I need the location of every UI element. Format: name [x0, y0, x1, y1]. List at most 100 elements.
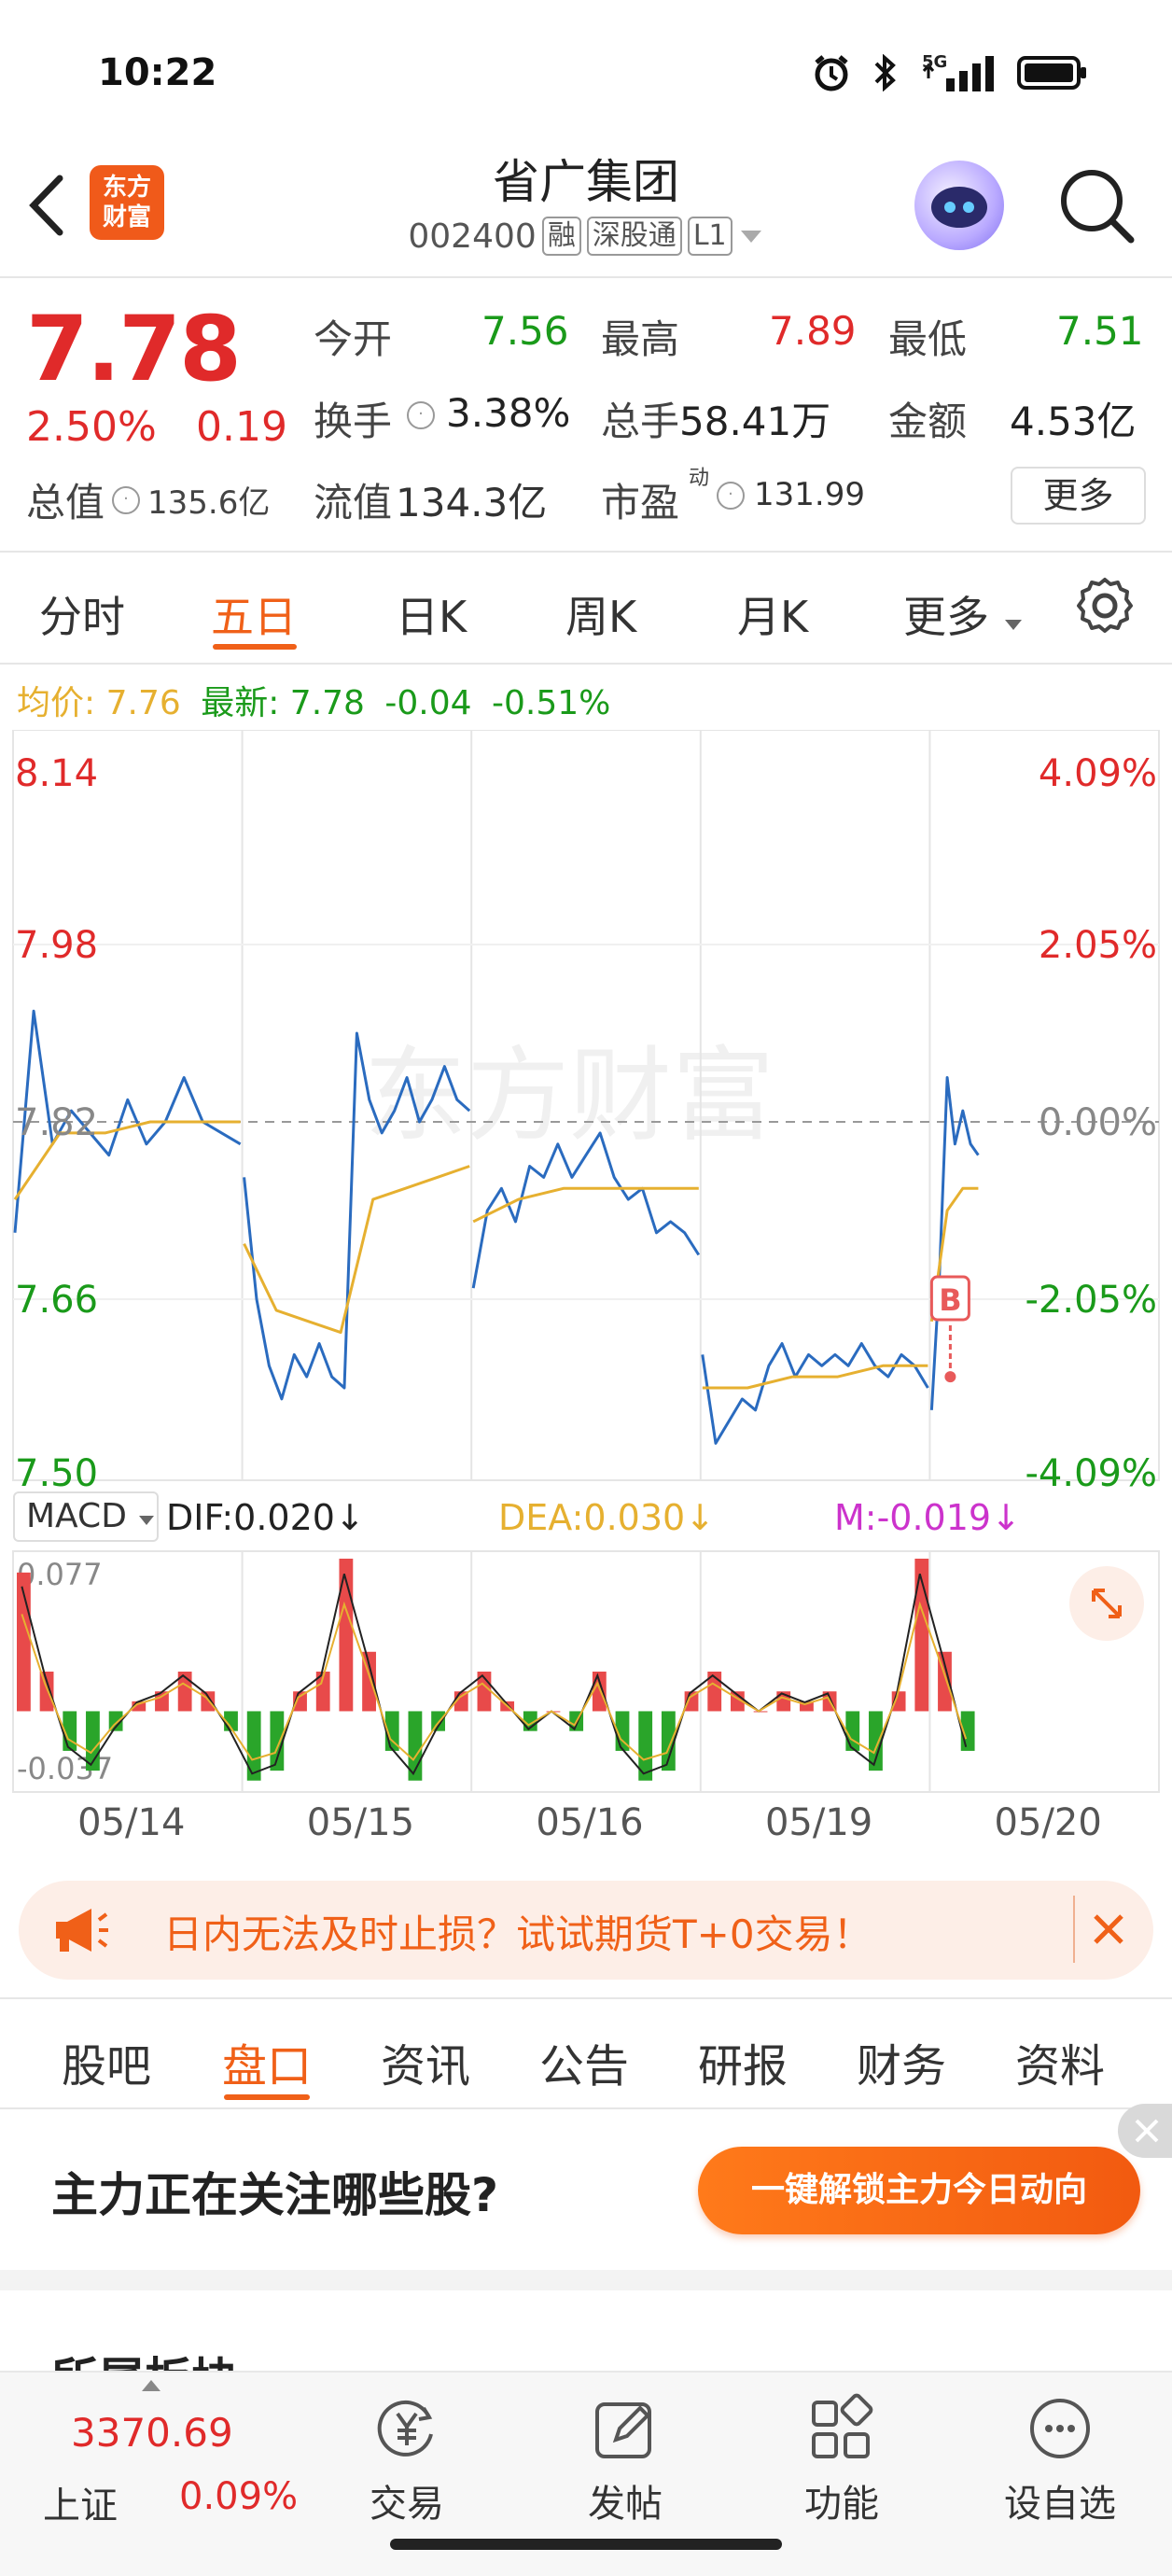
back-button[interactable]: [19, 163, 75, 247]
nav-post[interactable]: 发帖: [541, 2391, 709, 2550]
ad-cta-button[interactable]: 一键解锁主力今日动向: [698, 2147, 1140, 2234]
info-icon[interactable]: ·: [717, 482, 745, 510]
tab-forum[interactable]: 股吧: [62, 2040, 152, 2093]
y-tick-right: -4.09%: [1025, 1452, 1157, 1495]
tab-financials[interactable]: 财务: [857, 2040, 947, 2093]
amount-value: 4.53亿: [1010, 399, 1137, 444]
ad-title: 主力正在关注哪些股?: [51, 2168, 499, 2222]
macd-y-top: 0.077: [17, 1557, 103, 1592]
index-pct[interactable]: 0.09%: [179, 2475, 299, 2518]
ad-card[interactable]: 主力正在关注哪些股? 一键解锁主力今日动向: [0, 2111, 1172, 2270]
tab-intraday[interactable]: 分时: [39, 592, 125, 642]
post-icon: [595, 2402, 651, 2458]
pct-change: 2.50%: [26, 403, 157, 451]
open-value: 7.56: [481, 308, 569, 354]
five-day-chart[interactable]: 东方财富 8.14 4.09% 7.98 2.05% 7.82 0.00% 7.66 -2.0…: [0, 730, 1172, 1869]
macd-bar: [270, 1711, 285, 1771]
brand-logo[interactable]: 东方 财富: [90, 165, 164, 240]
tab-news[interactable]: 资讯: [381, 2040, 471, 2093]
section-gap: [0, 2270, 1172, 2290]
open-label: 今开: [314, 316, 393, 362]
chart-tabs: 分时 五日 日K 周K 月K 更多: [0, 551, 1172, 663]
sub-tabs: 股吧 盘口 资讯 公告 研报 财务 资料: [0, 2005, 1172, 2107]
tab-monthly-k[interactable]: 月K: [737, 592, 809, 642]
pe-value: 131.99: [754, 476, 865, 513]
x-tick-label: 05/20: [995, 1801, 1102, 1844]
series-line: [243, 1165, 470, 1335]
marker-dot: [944, 1371, 956, 1383]
promo-banner[interactable]: 日内无法及时止损？试试期货T+0交易！: [19, 1881, 1153, 1980]
megaphone-icon: [56, 1909, 108, 1952]
tab-weekly-k[interactable]: 周K: [565, 592, 637, 642]
dea-label: DEA:0.030: [498, 1497, 686, 1538]
macd-bar: [201, 1691, 216, 1712]
nav-post-label: 发帖: [588, 2483, 663, 2526]
macd-bar: [39, 1672, 54, 1712]
y-tick-left: 7.98: [15, 924, 98, 967]
promo-close-button[interactable]: [1073, 1896, 1138, 1963]
tab-five-day[interactable]: 五日: [211, 592, 297, 642]
price-change: 0.19: [196, 403, 287, 451]
caret-down-icon: [1004, 620, 1022, 630]
dif-line: [21, 1574, 968, 1776]
market-cap: 总值 · 135.6亿: [26, 471, 270, 528]
y-tick-right: 0.00%: [1039, 1101, 1157, 1144]
series-line: [929, 1076, 980, 1410]
nav-apps[interactable]: 功能: [758, 2391, 926, 2550]
tab-announcements[interactable]: 公告: [539, 2040, 630, 2093]
ad-close-button[interactable]: [1118, 2104, 1172, 2158]
expand-chart-button[interactable]: [1069, 1566, 1144, 1641]
y-tick-left: 7.50: [15, 1452, 98, 1495]
marker-box: [929, 1275, 970, 1322]
promo-text: 日内无法及时止损？试试期货T+0交易！: [163, 1911, 872, 1957]
status-time: 10:22: [98, 51, 217, 94]
volume-value: 58.41万: [679, 399, 831, 444]
series-line: [929, 1186, 979, 1323]
float-value: 134.3亿: [396, 480, 548, 525]
pe-superscript: 动: [689, 467, 710, 490]
signal-icon: 5G: [918, 52, 1002, 91]
tab-research[interactable]: 研报: [698, 2040, 788, 2093]
search-button[interactable]: [1054, 163, 1138, 247]
close-icon: [1135, 2119, 1159, 2143]
macd-bar: [661, 1711, 676, 1771]
pe-label: 市盈: [601, 480, 680, 525]
tab-daily-k[interactable]: 日K: [396, 592, 467, 642]
search-icon: [1061, 170, 1135, 244]
y-tick-left: 7.66: [15, 1279, 98, 1322]
macd-bar: [800, 1701, 814, 1712]
chart-settings-button[interactable]: [1071, 572, 1138, 639]
nav-watchlist[interactable]: 设自选: [976, 2391, 1144, 2550]
dif-label: DIF:0.020: [166, 1497, 335, 1538]
turnover-label: 换手: [314, 399, 393, 444]
low-value: 7.51: [1056, 308, 1144, 354]
bluetooth-icon: [870, 54, 901, 91]
stock-subtitle[interactable]: 002400 融 深股通 L1: [0, 217, 1172, 256]
nav-trade[interactable]: 交易: [323, 2391, 491, 2550]
tab-order-book[interactable]: 盘口: [222, 2040, 313, 2093]
dea-value: DEA:0.030↓: [498, 1497, 715, 1538]
macd-bar: [315, 1672, 330, 1712]
index-name[interactable]: 上证: [43, 2485, 118, 2527]
x-tick-label: 05/19: [765, 1801, 872, 1844]
macd-bar: [592, 1672, 607, 1712]
caret-up-icon: [142, 2380, 160, 2391]
macd-border: [12, 1550, 1160, 1793]
assistant-robot-icon[interactable]: [914, 161, 1004, 250]
index-value[interactable]: 3370.69: [71, 2410, 233, 2456]
tab-profile[interactable]: 资料: [1015, 2040, 1106, 2093]
macd-bar: [707, 1672, 722, 1712]
dif-value: DIF:0.020↓: [166, 1497, 365, 1538]
more-info-button[interactable]: 更多: [1011, 467, 1146, 525]
x-tick-label: 05/14: [77, 1801, 185, 1844]
tab-more[interactable]: 更多: [903, 583, 1024, 645]
y-tick-left: 7.82: [15, 1101, 98, 1144]
avg-value: 7.76: [105, 684, 181, 722]
info-icon[interactable]: ·: [407, 401, 435, 429]
indicator-selector[interactable]: MACD: [13, 1491, 159, 1542]
buy-marker[interactable]: B: [929, 1275, 970, 1383]
info-icon[interactable]: ·: [112, 485, 141, 514]
turnover-value: 3.38%: [446, 390, 571, 436]
gear-icon: [1077, 578, 1133, 633]
high-value: 7.89: [769, 308, 857, 354]
